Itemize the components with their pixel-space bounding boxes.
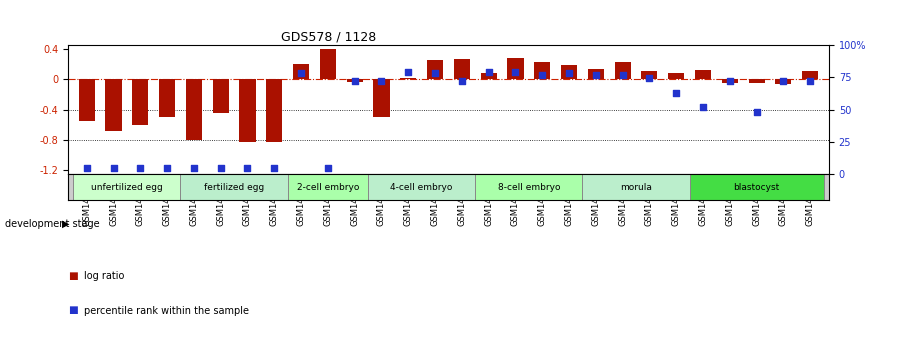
Text: 2-cell embryo: 2-cell embryo — [296, 183, 359, 192]
Point — [642, 76, 657, 81]
Bar — [320, 49, 336, 79]
Bar — [695, 70, 711, 79]
Bar — [213, 79, 228, 114]
Text: GDS578 / 1128: GDS578 / 1128 — [281, 31, 376, 44]
Bar — [561, 66, 577, 79]
Point — [535, 72, 550, 77]
Point — [669, 90, 683, 96]
Text: unfertilized egg: unfertilized egg — [91, 183, 163, 192]
Bar — [427, 60, 443, 79]
Point — [240, 165, 255, 170]
Bar — [400, 78, 417, 79]
Bar — [159, 79, 175, 117]
Point — [321, 165, 335, 170]
Bar — [507, 58, 524, 79]
Bar — [73, 174, 180, 200]
Point — [803, 78, 817, 84]
Point — [187, 165, 201, 170]
Bar — [288, 174, 368, 200]
Point — [106, 165, 120, 170]
Point — [589, 72, 603, 77]
Text: percentile rank within the sample: percentile rank within the sample — [84, 306, 249, 315]
Bar — [689, 174, 824, 200]
Point — [481, 69, 496, 75]
Point — [133, 165, 148, 170]
Text: ■: ■ — [68, 306, 78, 315]
Bar — [669, 73, 684, 79]
Bar — [373, 79, 390, 117]
Bar — [105, 79, 121, 131]
Point — [508, 69, 523, 75]
Point — [294, 71, 308, 76]
Point — [776, 78, 791, 84]
Bar — [535, 62, 550, 79]
Bar — [641, 71, 658, 79]
Bar — [776, 79, 792, 84]
Bar — [454, 59, 470, 79]
Bar — [239, 79, 255, 141]
Point — [159, 165, 174, 170]
Text: 4-cell embryo: 4-cell embryo — [390, 183, 453, 192]
Point — [696, 104, 710, 110]
Bar — [180, 174, 288, 200]
Point — [562, 71, 576, 76]
Point — [80, 165, 94, 170]
Bar — [132, 79, 149, 125]
Bar — [266, 79, 283, 141]
Text: log ratio: log ratio — [84, 271, 125, 281]
Point — [455, 78, 469, 84]
Bar — [802, 71, 818, 79]
Point — [428, 71, 442, 76]
Point — [347, 78, 361, 84]
Text: fertilized egg: fertilized egg — [204, 183, 265, 192]
Bar — [748, 79, 765, 83]
Point — [401, 69, 416, 75]
Bar — [368, 174, 476, 200]
Bar — [583, 174, 689, 200]
Bar — [79, 79, 95, 121]
Point — [374, 78, 389, 84]
Point — [267, 165, 282, 170]
Bar — [293, 64, 309, 79]
Point — [615, 72, 630, 77]
Bar — [614, 62, 631, 79]
Bar — [186, 79, 202, 140]
Text: blastocyst: blastocyst — [734, 183, 780, 192]
Bar — [588, 69, 604, 79]
Point — [723, 78, 737, 84]
Bar — [347, 79, 362, 82]
Point — [749, 109, 764, 115]
Text: 8-cell embryo: 8-cell embryo — [497, 183, 560, 192]
Text: ▶: ▶ — [62, 219, 69, 229]
Bar — [480, 73, 496, 79]
Point — [214, 165, 228, 170]
Bar — [722, 79, 737, 83]
Text: morula: morula — [620, 183, 652, 192]
Bar — [476, 174, 583, 200]
Text: ■: ■ — [68, 271, 78, 281]
Text: development stage: development stage — [5, 219, 99, 229]
